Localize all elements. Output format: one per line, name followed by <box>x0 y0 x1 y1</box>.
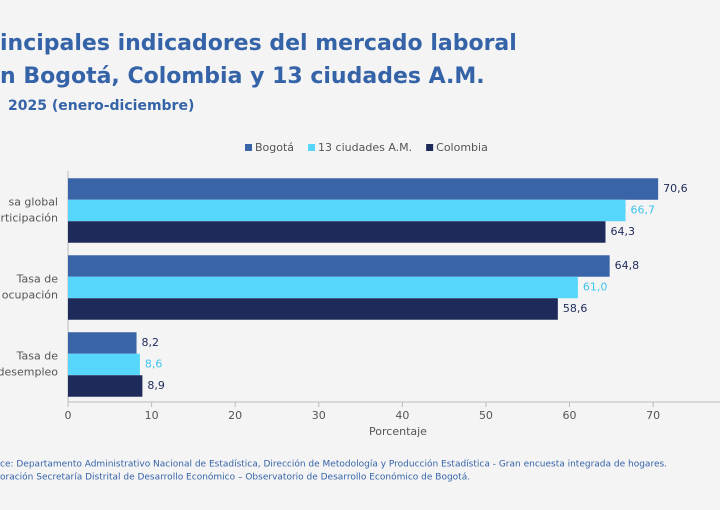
y-tick-label: desempleo <box>0 366 58 379</box>
x-axis-label: Porcentaje <box>369 425 427 438</box>
chart-subtitle: 2025 (enero-diciembre) <box>8 98 194 114</box>
legend-label: 13 ciudades A.M. <box>318 141 412 154</box>
x-tick-label: 60 <box>563 409 577 422</box>
chart-title: n Bogotá, Colombia y 13 ciudades A.M. <box>0 64 485 89</box>
legend-swatch <box>245 144 252 151</box>
legend-swatch <box>426 144 434 151</box>
bar <box>68 276 578 299</box>
legend-swatch <box>308 144 316 151</box>
x-tick-label: 70 <box>646 409 660 422</box>
legend-label: Bogotá <box>255 141 294 154</box>
x-tick-label: 40 <box>395 409 409 422</box>
y-tick-label: articipación <box>0 212 58 225</box>
value-label: 64,8 <box>615 259 640 272</box>
value-label: 64,3 <box>610 225 635 238</box>
bar <box>68 221 606 243</box>
y-tick-label: Tasa de <box>16 273 59 286</box>
value-label: 66,7 <box>631 204 656 217</box>
y-tick-label: Tasa de <box>16 350 59 363</box>
legend-label: Colombia <box>436 141 488 154</box>
value-label: 70,6 <box>663 182 688 195</box>
x-tick-label: 0 <box>65 409 72 422</box>
source-note: oración Secretaría Distrital de Desarrol… <box>0 472 470 483</box>
value-label: 8,9 <box>147 379 165 392</box>
bar <box>68 199 626 222</box>
bar <box>68 375 143 397</box>
y-tick-label: sa global <box>8 196 58 209</box>
value-label: 58,6 <box>563 302 588 315</box>
chart-title: incipales indicadores del mercado labora… <box>0 31 517 56</box>
bar <box>68 332 137 354</box>
bar <box>68 255 610 277</box>
source-note: ce: Departamento Administrativo Nacional… <box>0 459 667 470</box>
x-tick-label: 50 <box>479 409 493 422</box>
value-label: 8,2 <box>142 336 160 349</box>
x-tick-label: 20 <box>228 409 242 422</box>
x-tick-label: 10 <box>145 409 159 422</box>
value-label: 8,6 <box>145 358 163 371</box>
value-label: 61,0 <box>583 281 608 294</box>
bar <box>68 298 558 320</box>
bar <box>68 353 140 376</box>
y-tick-label: ocupación <box>2 289 58 302</box>
x-tick-label: 30 <box>312 409 326 422</box>
bar <box>68 178 659 200</box>
